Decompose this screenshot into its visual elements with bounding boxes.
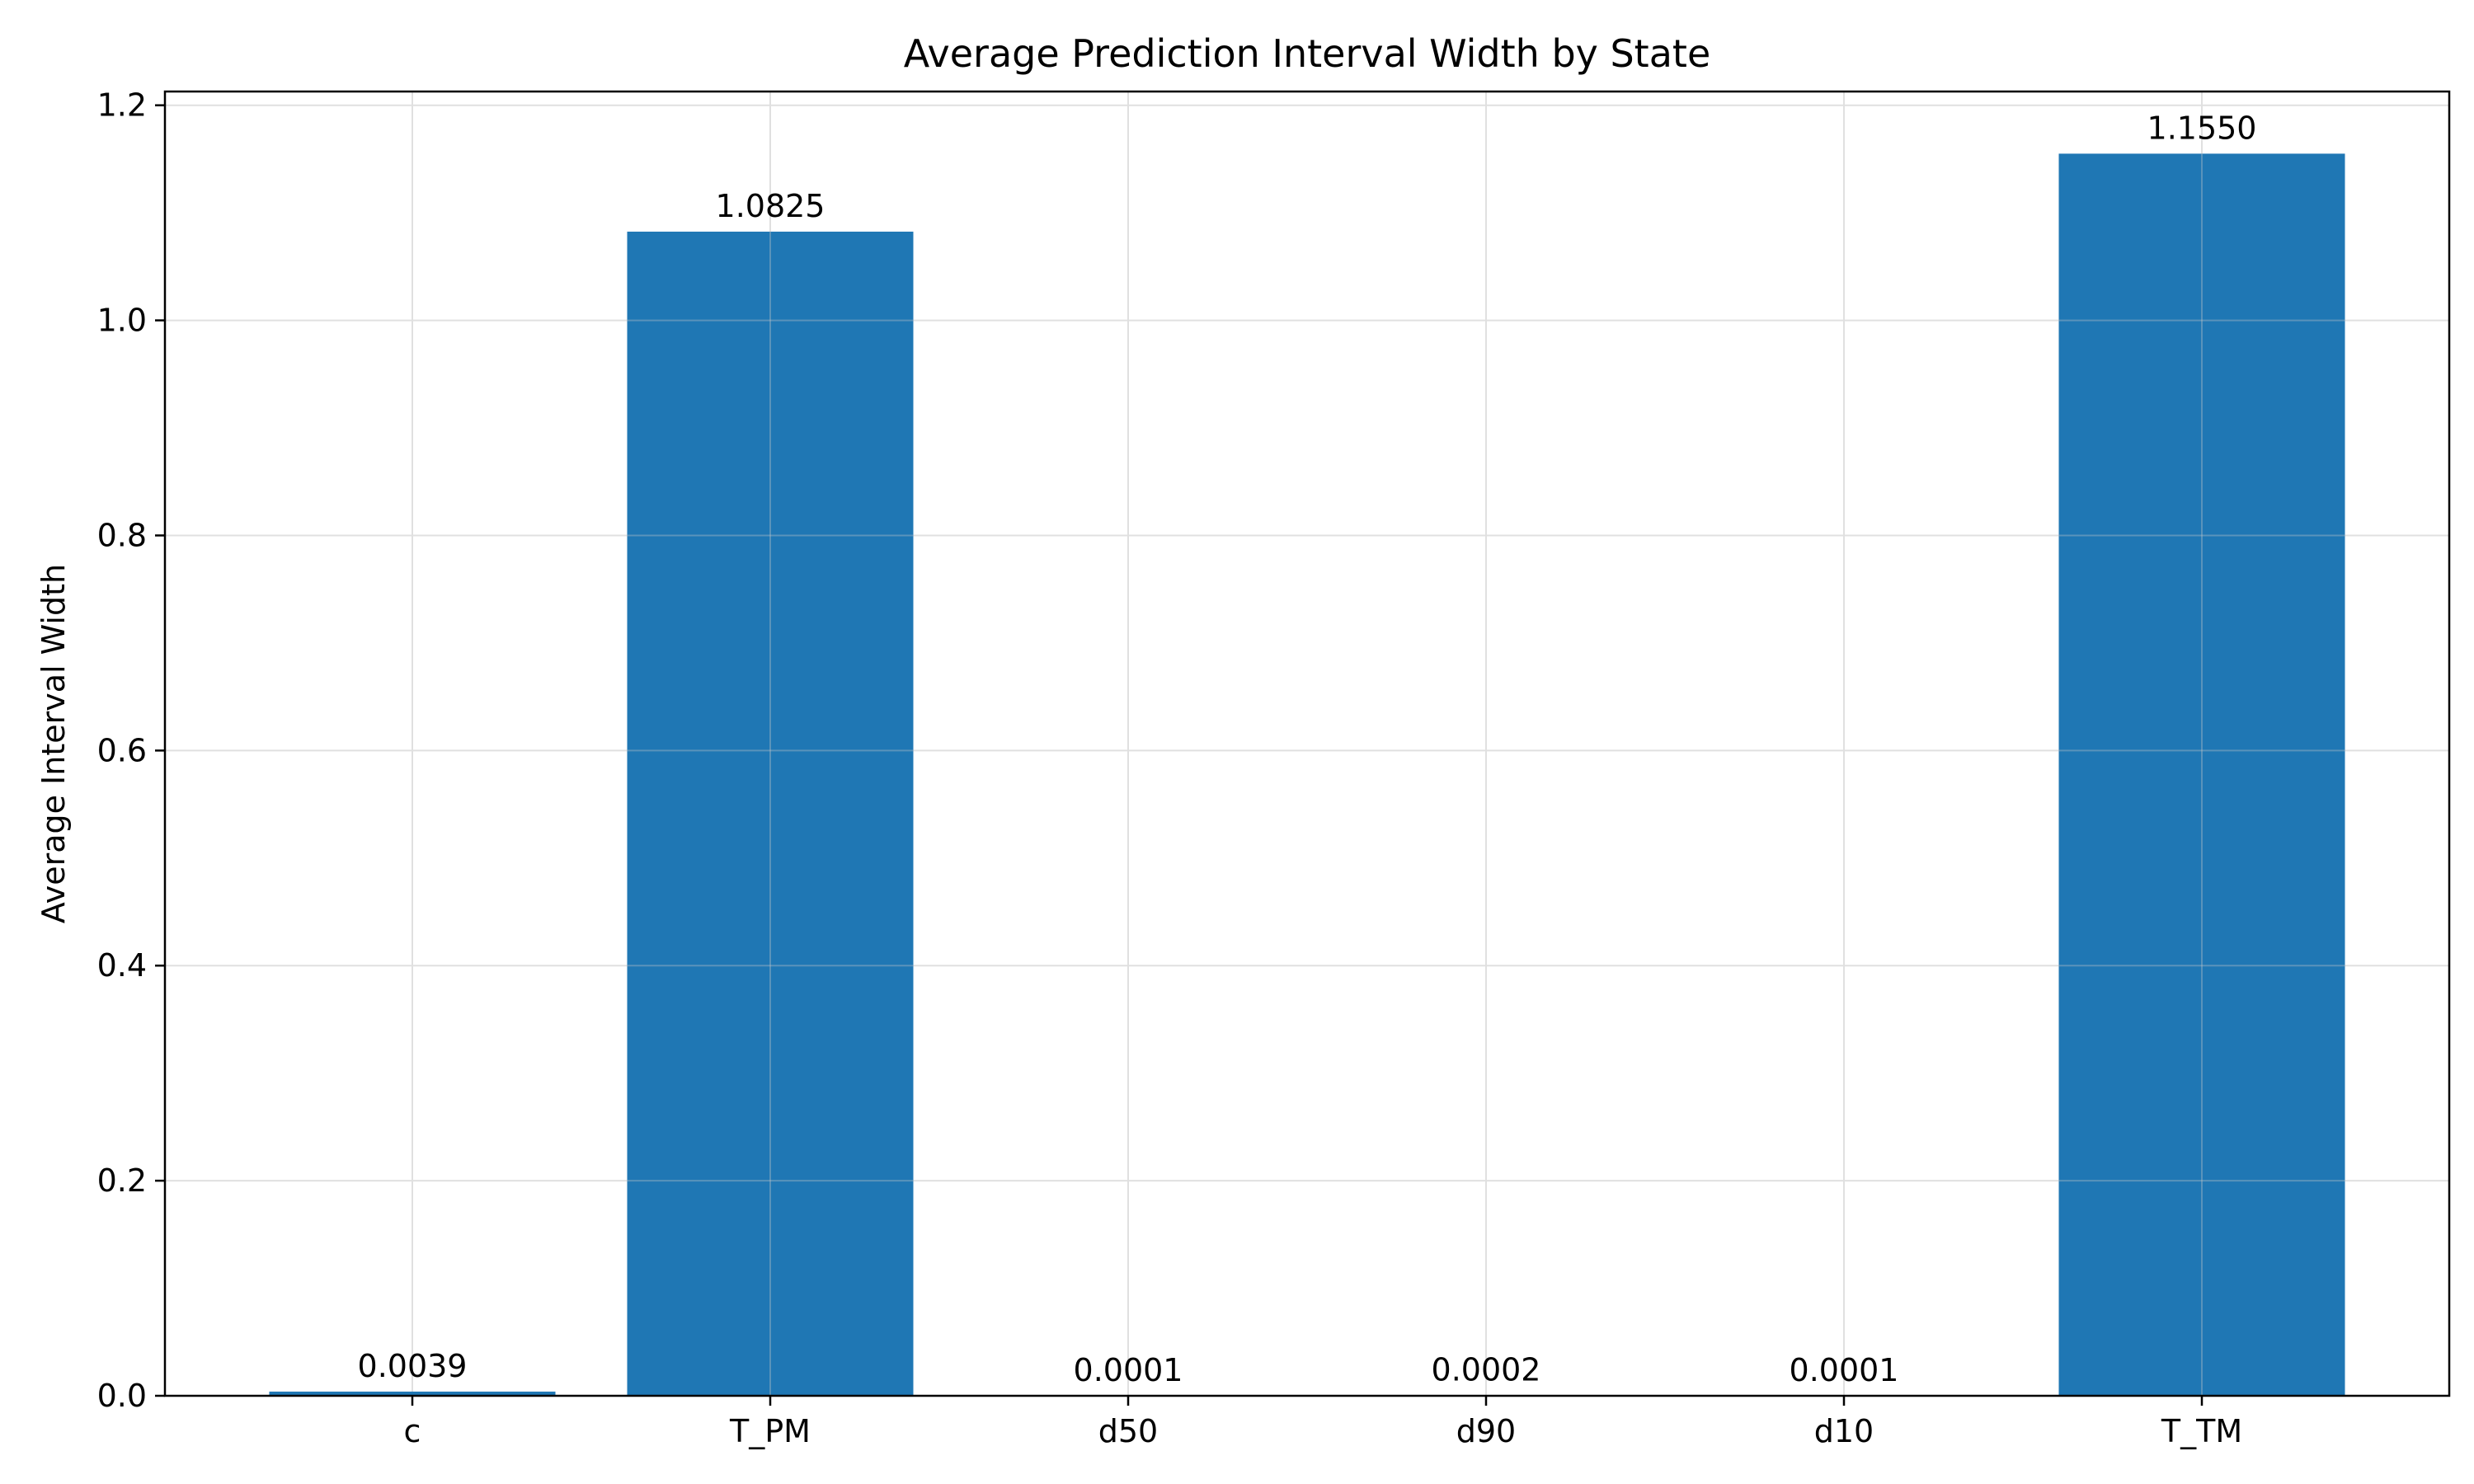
x-tick-label: d50: [1098, 1413, 1158, 1449]
y-tick-label: 0.2: [97, 1162, 147, 1199]
bars: [269, 153, 2345, 1397]
data-label-c: 0.0039: [358, 1348, 468, 1384]
data-label-d10: 0.0001: [1790, 1352, 1899, 1388]
y-tick-label: 1.2: [97, 87, 147, 124]
y-tick-label: 0.8: [97, 517, 147, 553]
chart-title: Average Prediction Interval Width by Sta…: [904, 31, 1711, 76]
x-axis: c T_PM d50 d90 d10 T_TM: [404, 1396, 2242, 1449]
x-tick-label: T_PM: [729, 1413, 811, 1449]
x-tick-label: d90: [1456, 1413, 1516, 1449]
y-axis-label: Average Interval Width: [35, 564, 72, 923]
bar-T_PM: [627, 231, 914, 1397]
bar-c: [269, 1391, 556, 1396]
x-tick-label: d10: [1814, 1413, 1874, 1449]
y-tick-label: 0.4: [97, 947, 147, 984]
data-label-T_TM: 1.1550: [2147, 110, 2257, 146]
plot-frame: [163, 90, 2451, 1397]
x-tick-label: c: [404, 1413, 421, 1449]
data-label-d50: 0.0001: [1074, 1352, 1183, 1388]
data-label-T_PM: 1.0825: [716, 188, 825, 224]
bar-T_TM: [2058, 153, 2345, 1396]
y-tick-label: 1.0: [97, 303, 147, 339]
y-tick-label: 0.0: [97, 1378, 147, 1414]
y-axis: 0.0 0.2 0.4 0.6 0.8 1.0 1.2: [97, 87, 165, 1414]
data-label-d90: 0.0002: [1432, 1352, 1541, 1388]
data-labels: 0.0039 1.0825 0.0001 0.0002 0.0001 1.1550: [358, 110, 2257, 1388]
y-tick-label: 0.6: [97, 732, 147, 768]
x-tick-label: T_TM: [2161, 1413, 2242, 1449]
